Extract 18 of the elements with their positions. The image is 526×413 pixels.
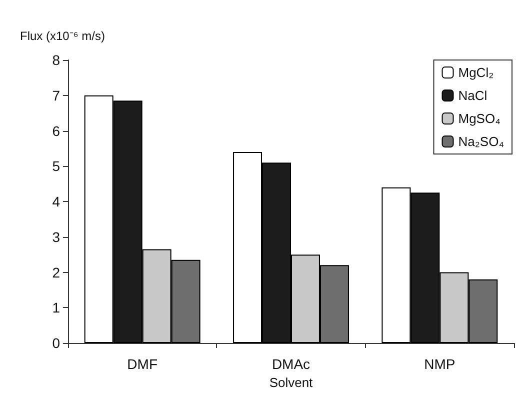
y-tick-label: 5 (52, 158, 60, 174)
y-tick-label: 7 (52, 87, 60, 104)
y-tick-label: 0 (52, 335, 60, 351)
legend-label: MgCl₂ (458, 65, 494, 80)
y-tick-label: 4 (52, 194, 60, 210)
y-tick-label: 2 (52, 264, 60, 280)
legend-label: NaCl (458, 88, 488, 103)
x-axis-title: Solvent (269, 374, 314, 390)
y-tick-label: 3 (52, 228, 60, 245)
legend-label: Na₂SO₄ (458, 134, 504, 149)
x-tick-label: NMP (424, 356, 456, 372)
x-tick-label: DMAc (272, 356, 310, 372)
legend-label: MgSO₄ (458, 111, 500, 126)
x-tick-label: DMF (127, 356, 158, 372)
y-tick-label: 6 (52, 122, 60, 139)
y-tick-label: 8 (52, 52, 60, 68)
y-axis-title: Flux (x10⁻⁶ m/s) (20, 29, 105, 43)
y-tick-label: 1 (52, 300, 60, 316)
